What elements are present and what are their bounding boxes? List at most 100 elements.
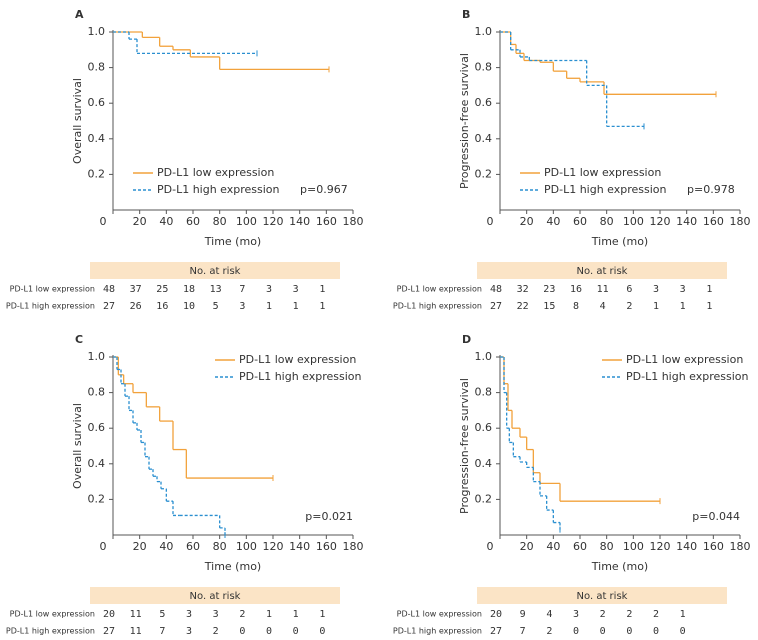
risk-row-label: PD-L1 low expression [10, 285, 95, 294]
risk-count: 0 [573, 626, 579, 637]
x-tick-label: 140 [676, 215, 697, 228]
risk-count: 27 [103, 301, 115, 312]
risk-count: 1 [706, 301, 712, 312]
risk-count: 20 [490, 609, 502, 620]
y-tick-label: 0.6 [475, 96, 493, 109]
x-tick-label: 80 [600, 215, 614, 228]
p-value: p=0.021 [305, 510, 353, 523]
x-tick-label: 180 [730, 540, 751, 553]
y-tick-label: 1.0 [475, 350, 493, 363]
x-tick-label: 140 [289, 215, 310, 228]
risk-count: 27 [103, 626, 115, 637]
legend-label: PD-L1 high expression [544, 183, 667, 196]
risk-count: 8 [573, 301, 579, 312]
risk-count: 2 [546, 626, 552, 637]
risk-count: 22 [517, 301, 529, 312]
risk-count: 1 [293, 609, 299, 620]
p-value: p=0.044 [692, 510, 740, 523]
risk-header: No. at risk [577, 266, 628, 277]
x-tick-label: 160 [316, 215, 337, 228]
y-tick-label: 0.2 [88, 167, 106, 180]
risk-count: 11 [597, 284, 609, 295]
risk-count: 48 [490, 284, 502, 295]
risk-header: No. at risk [190, 266, 241, 277]
risk-count: 1 [706, 284, 712, 295]
x-tick-label: 140 [676, 540, 697, 553]
risk-count: 1 [680, 609, 686, 620]
y-tick-label: 0.8 [475, 61, 493, 74]
y-axis-title: Progression-free survival [458, 53, 471, 189]
risk-count: 1 [680, 301, 686, 312]
y-tick-label: 0.2 [475, 492, 493, 505]
y-tick-label: 0.2 [88, 492, 106, 505]
y-axis-title: Overall survival [71, 78, 84, 164]
y-tick-label: 0.4 [475, 457, 493, 470]
x-axis-title: Time (mo) [591, 235, 648, 248]
y-axis-title: Overall survival [71, 403, 84, 489]
risk-count: 0 [266, 626, 272, 637]
risk-count: 16 [156, 301, 168, 312]
risk-count: 3 [266, 284, 272, 295]
y-tick-label: 1.0 [475, 25, 493, 38]
y-tick-label: 0.4 [88, 132, 106, 145]
risk-count: 5 [213, 301, 219, 312]
x-tick-label: 180 [343, 540, 364, 553]
risk-count: 0 [600, 626, 606, 637]
risk-header-bg [90, 262, 340, 279]
risk-count: 3 [680, 284, 686, 295]
risk-count: 1 [266, 301, 272, 312]
risk-count: 3 [293, 284, 299, 295]
risk-header: No. at risk [577, 591, 628, 602]
risk-header-bg [90, 587, 340, 604]
x-tick-label: 160 [703, 540, 724, 553]
risk-row-label: PD-L1 high expression [393, 302, 482, 311]
x-tick-label: 80 [213, 215, 227, 228]
risk-count: 3 [213, 609, 219, 620]
risk-count: 2 [626, 609, 632, 620]
legend-label: PD-L1 low expression [626, 353, 743, 366]
y-tick-label: 0.2 [475, 167, 493, 180]
risk-count: 2 [653, 609, 659, 620]
x-tick-label: 60 [573, 215, 587, 228]
risk-count: 1 [319, 284, 325, 295]
risk-count: 3 [653, 284, 659, 295]
risk-count: 7 [520, 626, 526, 637]
risk-count: 32 [517, 284, 529, 295]
p-value: p=0.978 [687, 183, 735, 196]
risk-count: 37 [130, 284, 142, 295]
x-tick-label: 120 [650, 540, 671, 553]
risk-header-bg [477, 587, 727, 604]
panel: C Overall survival Time (mo) 0.2 0.4 0.6 0.8 1.… [6, 333, 364, 637]
x-tick-label: 0 [100, 215, 107, 228]
risk-count: 13 [210, 284, 222, 295]
risk-row-label: PD-L1 low expression [10, 610, 95, 619]
x-axis-title: Time (mo) [591, 560, 648, 573]
y-tick-label: 0.8 [88, 61, 106, 74]
risk-row-label: PD-L1 low expression [397, 285, 482, 294]
risk-count: 11 [130, 609, 142, 620]
risk-header: No. at risk [190, 591, 241, 602]
x-tick-label: 0 [487, 540, 494, 553]
risk-count: 1 [293, 301, 299, 312]
risk-count: 1 [653, 301, 659, 312]
risk-count: 7 [159, 626, 165, 637]
x-axis-title: Time (mo) [204, 560, 261, 573]
x-tick-label: 140 [289, 540, 310, 553]
risk-count: 3 [573, 609, 579, 620]
x-tick-label: 60 [186, 215, 200, 228]
risk-count: 4 [546, 609, 552, 620]
risk-count: 0 [293, 626, 299, 637]
x-tick-label: 80 [600, 540, 614, 553]
risk-count: 5 [159, 609, 165, 620]
y-tick-label: 0.4 [88, 457, 106, 470]
y-tick-label: 1.0 [88, 25, 106, 38]
risk-count: 2 [626, 301, 632, 312]
risk-count: 20 [103, 609, 115, 620]
panel: D Progression-free survival Time (mo) 0.2 0.… [393, 333, 751, 637]
x-tick-label: 20 [520, 215, 534, 228]
risk-count: 1 [319, 609, 325, 620]
risk-count: 26 [130, 301, 142, 312]
x-tick-label: 120 [263, 540, 284, 553]
risk-count: 0 [680, 626, 686, 637]
